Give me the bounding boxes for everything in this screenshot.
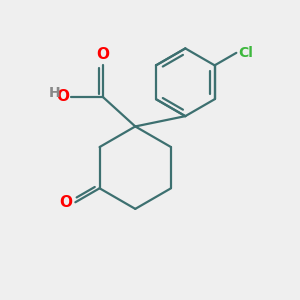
Text: Cl: Cl <box>238 46 253 60</box>
Text: O: O <box>56 89 69 104</box>
Text: O: O <box>59 195 72 210</box>
Text: H: H <box>49 85 60 100</box>
Text: O: O <box>96 47 110 62</box>
